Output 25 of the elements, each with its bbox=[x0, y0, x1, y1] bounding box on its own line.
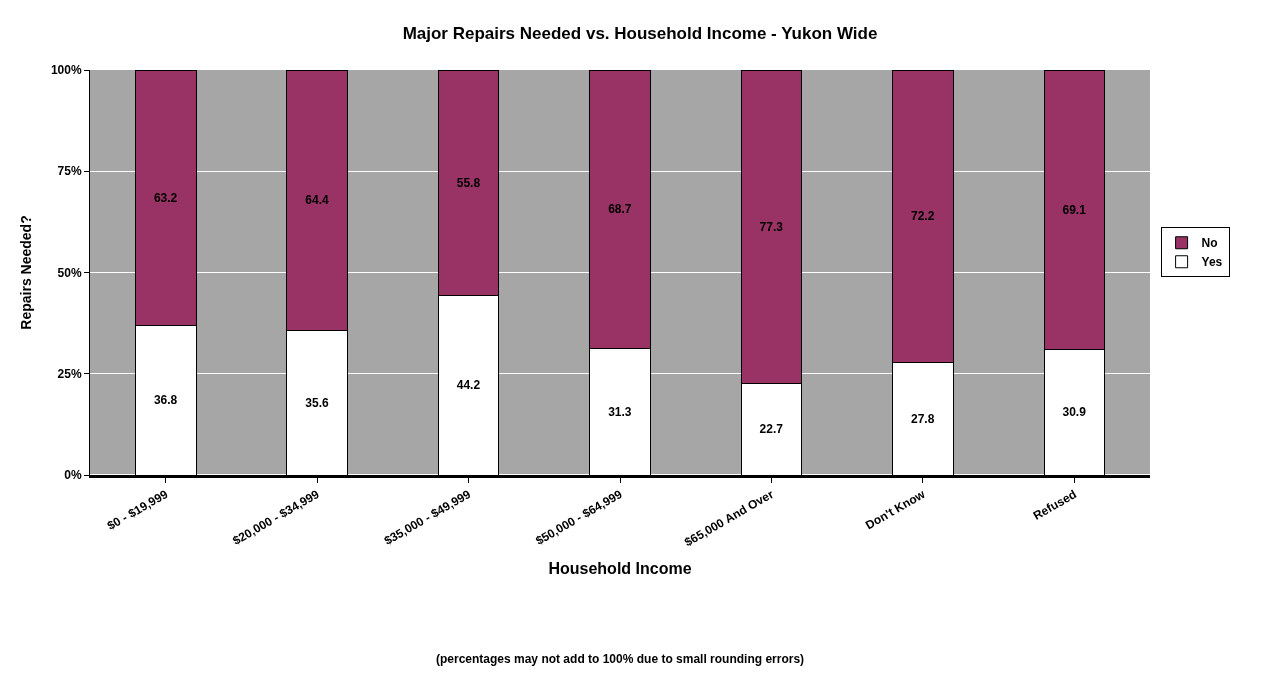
legend-label: Yes bbox=[1201, 255, 1223, 270]
y-tick-label: 75% bbox=[57, 164, 82, 179]
data-label: 35.6 bbox=[305, 395, 329, 410]
x-axis-title: Household Income bbox=[548, 560, 692, 578]
legend-label: No bbox=[1201, 236, 1218, 251]
data-label: 55.8 bbox=[456, 175, 481, 190]
data-label: 69.1 bbox=[1062, 202, 1087, 217]
data-label: 72.2 bbox=[911, 209, 935, 224]
data-label: 68.7 bbox=[608, 202, 632, 217]
y-tick-label: 100% bbox=[50, 63, 82, 78]
data-label: 22.7 bbox=[759, 422, 784, 437]
y-tick-label: 50% bbox=[57, 265, 82, 280]
text: (percentages may not add to 100% due to small rounding errors) bbox=[436, 652, 805, 666]
data-label: 77.3 bbox=[759, 219, 784, 234]
data-label: 64.4 bbox=[305, 193, 329, 208]
y-tick-label: 25% bbox=[57, 366, 82, 381]
data-label: 63.2 bbox=[153, 190, 178, 205]
chart-title: Major Repairs Needed vs. Household Income - Yukon Wide bbox=[402, 23, 878, 43]
data-label: 30.9 bbox=[1062, 405, 1087, 420]
data-label: 27.8 bbox=[911, 411, 935, 426]
data-label: 44.2 bbox=[456, 378, 481, 393]
y-axis-title: Repairs Needed? bbox=[18, 215, 35, 330]
data-label: 36.8 bbox=[153, 393, 178, 408]
y-tick-label: 0% bbox=[64, 468, 82, 483]
data-label: 31.3 bbox=[608, 404, 632, 419]
